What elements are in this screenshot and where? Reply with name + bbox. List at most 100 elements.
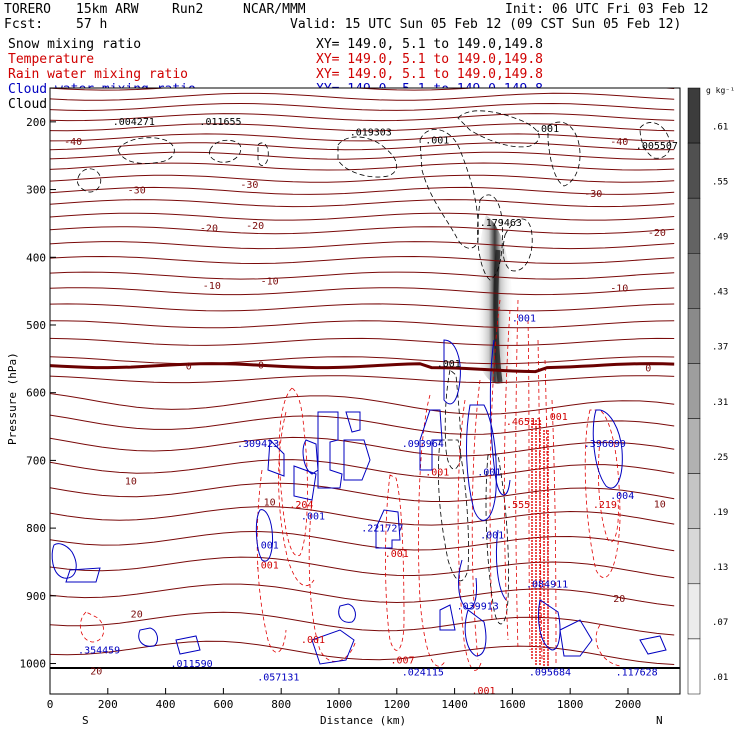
isotherm xyxy=(50,337,675,346)
contour-value-label: .354459 xyxy=(78,645,120,656)
colorbar-label: .49 xyxy=(712,233,728,243)
colorbar-segment xyxy=(687,418,701,474)
isotherm xyxy=(50,320,675,329)
contour-value-label: .095684 xyxy=(529,668,571,679)
colorbar-segment xyxy=(687,197,701,254)
isotherm xyxy=(50,174,675,183)
contour-value-label: .001 xyxy=(477,467,501,478)
contour-value-label: .309423 xyxy=(237,439,279,450)
isotherm-label: -20 xyxy=(648,228,666,239)
x-tick-label: 1200 xyxy=(384,698,411,711)
contour-value-label: .024115 xyxy=(402,668,444,679)
x-tick-label: 1400 xyxy=(441,698,468,711)
y-tick-label: 200 xyxy=(26,116,46,129)
x-tick-label: 1800 xyxy=(557,698,584,711)
isotherm-label: 10 xyxy=(125,477,137,488)
contour-value-label: .001 xyxy=(385,549,409,560)
colorbar-segment xyxy=(687,142,701,199)
field-xy: XY= 149.0, 5.1 to 149.0,149.8 xyxy=(316,52,543,67)
isotherm-label: 10 xyxy=(654,500,666,511)
isotherm xyxy=(50,199,675,208)
isotherm xyxy=(50,151,675,160)
contour-value-label: .001 xyxy=(301,511,325,522)
isotherm xyxy=(50,375,675,384)
isotherm xyxy=(50,102,675,112)
left-endpoint-label: S xyxy=(82,714,89,727)
contour-value-label: .007 xyxy=(391,656,415,667)
isotherm xyxy=(50,255,675,265)
contour-value-label: .117628 xyxy=(616,668,658,679)
model-resolution: 15km ARW xyxy=(76,2,139,17)
isotherm-label: -40 xyxy=(610,137,628,148)
isotherm xyxy=(50,611,675,636)
rain-core-contours xyxy=(531,420,549,668)
isotherm-label: -10 xyxy=(203,281,221,292)
isotherm xyxy=(50,414,675,435)
isotherm xyxy=(50,113,675,122)
contour-value-label: .219 xyxy=(593,500,617,511)
contour-value-label: .46511 xyxy=(506,417,542,428)
right-endpoint-label: N xyxy=(656,714,663,727)
contour-value-label: .011590 xyxy=(171,659,213,670)
contour-value-label: .001 xyxy=(544,412,568,423)
contour-value-label: .179463 xyxy=(480,218,522,229)
init-time: Init: 06 UTC Fri 03 Feb 12 xyxy=(505,2,709,17)
field-xy: XY= 149.0, 5.1 to 149.0,149.8 xyxy=(316,67,543,82)
org-label: NCAR/MMM xyxy=(243,2,306,17)
x-tick-label: 400 xyxy=(156,698,176,711)
y-tick-label: 1000 xyxy=(20,658,47,671)
isotherm xyxy=(50,133,675,142)
isotherm xyxy=(50,92,675,101)
contour-value-label: .396099 xyxy=(584,439,626,450)
y-tick-label: 700 xyxy=(26,454,46,467)
isotherm-label: 10 xyxy=(264,498,276,509)
contour-value-label: .004271 xyxy=(113,117,155,128)
colorbar-segment xyxy=(687,638,701,695)
isotherm xyxy=(50,142,675,151)
colorbar-label: .13 xyxy=(712,563,728,573)
field-xy: XY= 149.0, 5.1 to 149.0,149.8 xyxy=(316,37,543,52)
isotherm-label: -30 xyxy=(584,189,602,200)
x-tick-label: 0 xyxy=(47,698,54,711)
y-tick-label: 600 xyxy=(26,387,46,400)
temperature-labels: -40 -40 -30 -30 -30 -20 -20 -20 -10 -10 -10 0 0 0 10 10… xyxy=(64,137,666,677)
colorbar-segment xyxy=(687,363,701,419)
max-labels: .004271 .011655 .019303 .179463 .005507 .001.… xyxy=(78,117,678,694)
contour-value-label: .019303 xyxy=(350,127,392,138)
colorbar-label: .37 xyxy=(712,343,728,353)
isotherm-label: -30 xyxy=(240,180,258,191)
forecast-label: Fcst: xyxy=(4,17,43,32)
contour-value-label: .011655 xyxy=(199,117,241,128)
snow-contours xyxy=(76,110,671,625)
plot-area xyxy=(50,88,680,694)
isotherm-label: -20 xyxy=(246,221,264,232)
colorbar-segment xyxy=(687,528,701,585)
contour-value-label: .001 xyxy=(535,124,559,135)
valid-time: Valid: 15 UTC Sun 05 Feb 12 (09 CST Sun … xyxy=(290,17,681,32)
isotherm-label: -10 xyxy=(610,284,628,295)
isotherm-label: 20 xyxy=(613,594,625,605)
x-tick-label: 2000 xyxy=(615,698,642,711)
cloud-water-contours xyxy=(51,339,667,665)
x-axis-label: Distance (km) xyxy=(320,714,406,727)
isotherm xyxy=(50,556,675,579)
freezing-level-line xyxy=(50,362,675,374)
run-label: Run2 xyxy=(172,2,203,17)
isotherm xyxy=(50,123,675,132)
field-name: Rain water mixing ratio xyxy=(8,67,188,82)
y-tick-label: 800 xyxy=(26,522,46,535)
isotherm-label: 0 xyxy=(645,364,651,375)
colorbar-segment xyxy=(687,473,701,529)
contour-value-label: .001 xyxy=(425,136,449,147)
x-tick-label: 800 xyxy=(271,698,291,711)
colorbar-label: .01 xyxy=(712,673,728,683)
isotherm xyxy=(50,356,675,365)
isotherm-label: -40 xyxy=(64,137,82,148)
isotherm xyxy=(50,530,675,552)
contour-value-label: .084911 xyxy=(526,580,568,591)
isotherm xyxy=(50,459,675,479)
model-name: TORERO xyxy=(4,2,51,17)
isotherm-label: 20 xyxy=(90,666,102,677)
isotherm xyxy=(50,393,675,415)
isotherm xyxy=(50,436,675,457)
